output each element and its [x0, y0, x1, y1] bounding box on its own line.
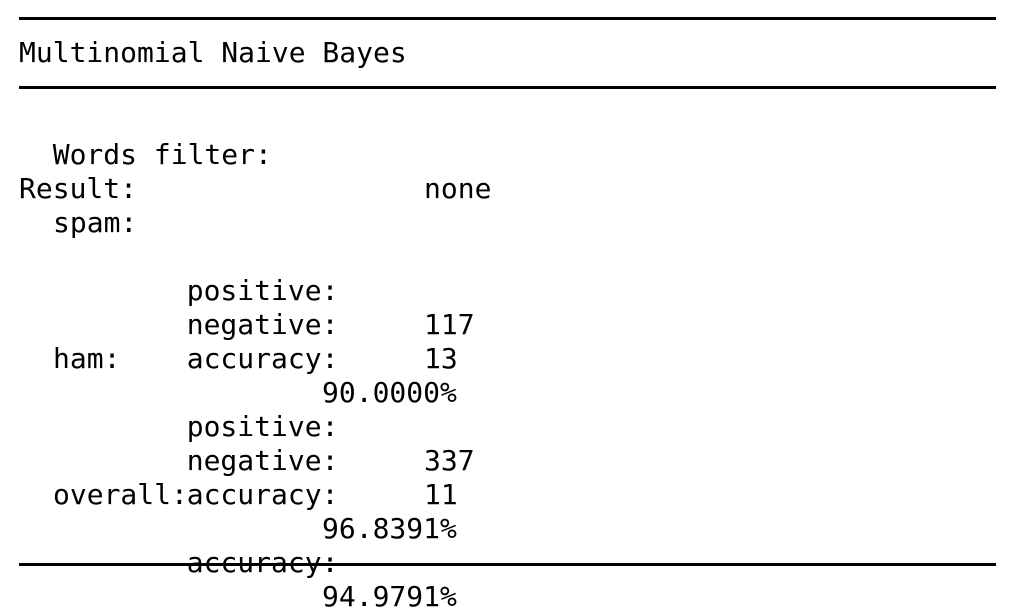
words-filter-label: Words filter: — [52, 138, 272, 171]
spam-negative-label: negative: — [186, 308, 339, 341]
overall-accuracy-row: accuracy: 94.9791% — [153, 512, 457, 613]
ham-positive-row: positive: 337 — [153, 376, 475, 477]
overall-accuracy-label: accuracy: — [186, 546, 339, 579]
spam-positive-value: 117 — [424, 308, 475, 341]
top-divider — [19, 17, 996, 20]
spam-label: spam: — [53, 206, 138, 239]
overall-accuracy-value: 94.9791% — [322, 580, 457, 613]
ham-accuracy-row: accuracy: 96.8391% — [153, 444, 457, 545]
ham-accuracy-value: 96.8391% — [322, 512, 457, 545]
words-filter-row: Words filter: none — [19, 104, 492, 205]
bottom-divider — [19, 563, 996, 566]
ham-positive-label: positive: — [186, 410, 339, 443]
ham-negative-label: negative: — [186, 444, 339, 477]
title-divider — [19, 86, 996, 89]
report-title: Multinomial Naive Bayes — [19, 36, 407, 69]
result-label: Result: — [19, 172, 138, 205]
spam-accuracy-label: accuracy: — [186, 342, 339, 375]
spam-negative-row: negative: 13 — [153, 274, 458, 375]
spam-positive-label: positive: — [186, 274, 339, 307]
ham-negative-value: 11 — [424, 478, 458, 511]
ham-negative-row: negative: 11 — [153, 410, 458, 511]
spam-accuracy-row: accuracy: 90.0000% — [153, 308, 457, 409]
spam-accuracy-value: 90.0000% — [322, 376, 457, 409]
words-filter-value: none — [424, 172, 492, 205]
ham-label: ham: — [53, 342, 121, 375]
ham-accuracy-label: accuracy: — [186, 478, 339, 511]
spam-positive-row: positive: 117 — [153, 240, 475, 341]
overall-label: overall: — [53, 478, 188, 511]
spam-negative-value: 13 — [424, 342, 458, 375]
ham-positive-value: 337 — [424, 444, 475, 477]
